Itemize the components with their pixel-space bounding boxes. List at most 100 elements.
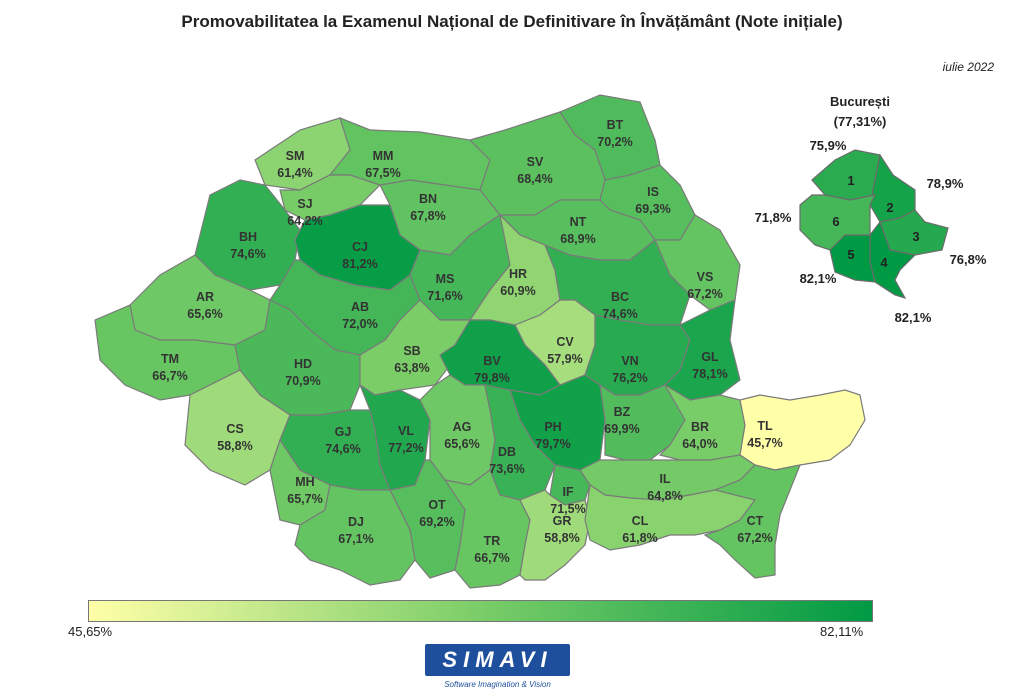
county-labels-layer: SM 61,4% MM 67,5% BT 70,2% SV 68,4% SJ 64,2% BN 67,… (152, 118, 782, 565)
bucharest-sector-number-3: 3 (912, 229, 919, 244)
bucharest-sector-number-5: 5 (847, 247, 854, 262)
county-value-vs: 67,2% (687, 287, 722, 301)
county-value-sj: 64,2% (287, 214, 322, 228)
county-value-ms: 71,6% (427, 289, 462, 303)
county-gr (519, 489, 591, 581)
county-value-cj: 81,2% (342, 257, 377, 271)
county-code-il: IL (659, 472, 670, 486)
bucharest-sector-6 (799, 194, 877, 251)
county-code-ag: AG (453, 420, 472, 434)
county-code-bc: BC (611, 290, 629, 304)
logo-tagline: Software Imagination & Vision (444, 680, 551, 689)
simavi-logo: SIMAVI Software Imagination & Vision (425, 644, 570, 692)
county-code-ct: CT (747, 514, 764, 528)
county-value-hr: 60,9% (500, 284, 535, 298)
county-value-bv: 79,8% (474, 371, 509, 385)
county-value-bt: 70,2% (597, 135, 632, 149)
bucharest-sector-5 (829, 234, 876, 283)
county-value-ct: 67,2% (737, 531, 772, 545)
county-value-mh: 65,7% (287, 492, 322, 506)
bucharest-sector-value-2: 78,9% (927, 176, 964, 191)
county-code-bn: BN (419, 192, 437, 206)
county-value-br: 64,0% (682, 437, 717, 451)
county-value-sv: 68,4% (517, 172, 552, 186)
county-value-mm: 67,5% (365, 166, 400, 180)
logo-wordmark: SIMAVI (442, 647, 553, 672)
county-value-sm: 61,4% (277, 166, 312, 180)
county-code-mh: MH (295, 475, 314, 489)
county-code-ph: PH (544, 420, 561, 434)
bucharest-sector-value-3: 76,8% (950, 252, 987, 267)
county-code-bz: BZ (614, 405, 631, 419)
county-code-bv: BV (483, 354, 501, 368)
county-code-gl: GL (701, 350, 719, 364)
county-code-db: DB (498, 445, 516, 459)
county-value-ab: 72,0% (342, 317, 377, 331)
county-code-if: IF (562, 485, 573, 499)
county-value-bn: 67,8% (410, 209, 445, 223)
county-code-tl: TL (757, 419, 773, 433)
county-db (484, 384, 556, 501)
county-value-bh: 74,6% (230, 247, 265, 261)
county-value-ag: 65,6% (444, 437, 479, 451)
county-value-tl: 45,7% (747, 436, 782, 450)
county-code-ot: OT (428, 498, 446, 512)
county-code-hr: HR (509, 267, 527, 281)
county-value-if: 71,5% (550, 502, 585, 516)
bucharest-sector-value-6: 71,8% (755, 210, 792, 225)
bucharest-sector-value-4: 82,1% (895, 310, 932, 325)
county-dj (294, 484, 416, 586)
county-code-ar: AR (196, 290, 214, 304)
map-date: iulie 2022 (942, 60, 994, 74)
county-code-br: BR (691, 420, 709, 434)
county-value-hd: 70,9% (285, 374, 320, 388)
county-code-cs: CS (226, 422, 243, 436)
county-value-gj: 74,6% (325, 442, 360, 456)
county-code-bt: BT (607, 118, 624, 132)
logo-box: SIMAVI (425, 644, 570, 676)
legend-max-label: 82,11% (820, 624, 864, 639)
county-value-db: 73,6% (489, 462, 524, 476)
bucharest-sector-1 (811, 149, 881, 201)
county-value-vl: 77,2% (388, 441, 423, 455)
bucharest-sector-number-1: 1 (847, 173, 854, 188)
bucharest-title: București (77,31%) (810, 92, 910, 132)
county-value-il: 64,8% (647, 489, 682, 503)
county-code-cl: CL (632, 514, 649, 528)
county-value-dj: 67,1% (338, 532, 373, 546)
county-code-ab: AB (351, 300, 369, 314)
county-code-cj: CJ (352, 240, 368, 254)
county-value-ar: 65,6% (187, 307, 222, 321)
county-code-vn: VN (621, 354, 638, 368)
map-title: Promovabilitatea la Examenul Național de… (181, 12, 843, 31)
bucharest-sector-value-5: 82,1% (800, 271, 837, 286)
county-code-hd: HD (294, 357, 312, 371)
county-code-gj: GJ (335, 425, 352, 439)
county-value-cl: 61,8% (622, 531, 657, 545)
county-code-gr: GR (553, 514, 572, 528)
county-code-tm: TM (161, 352, 179, 366)
county-value-ot: 69,2% (419, 515, 454, 529)
bucharest-sector-number-6: 6 (832, 214, 839, 229)
county-value-ph: 79,7% (535, 437, 570, 451)
bucharest-value: (77,31%) (833, 114, 887, 129)
county-value-bc: 74,6% (602, 307, 637, 321)
county-value-cv: 57,9% (547, 352, 582, 366)
bucharest-sector-number-4: 4 (880, 255, 888, 270)
bucharest-sector-value-1: 75,9% (810, 138, 847, 153)
county-code-sj: SJ (297, 197, 312, 211)
legend-min-label: 45,65% (68, 624, 113, 639)
county-value-vn: 76,2% (612, 371, 647, 385)
county-code-dj: DJ (348, 515, 364, 529)
county-ct (703, 464, 801, 579)
county-value-cs: 58,8% (217, 439, 252, 453)
county-code-is: IS (647, 185, 659, 199)
county-value-gr: 58,8% (544, 531, 579, 545)
county-code-vl: VL (398, 424, 414, 438)
color-scale-legend (88, 600, 873, 622)
county-code-ms: MS (436, 272, 455, 286)
county-code-sm: SM (286, 149, 305, 163)
county-code-sb: SB (403, 344, 420, 358)
county-code-sv: SV (527, 155, 544, 169)
